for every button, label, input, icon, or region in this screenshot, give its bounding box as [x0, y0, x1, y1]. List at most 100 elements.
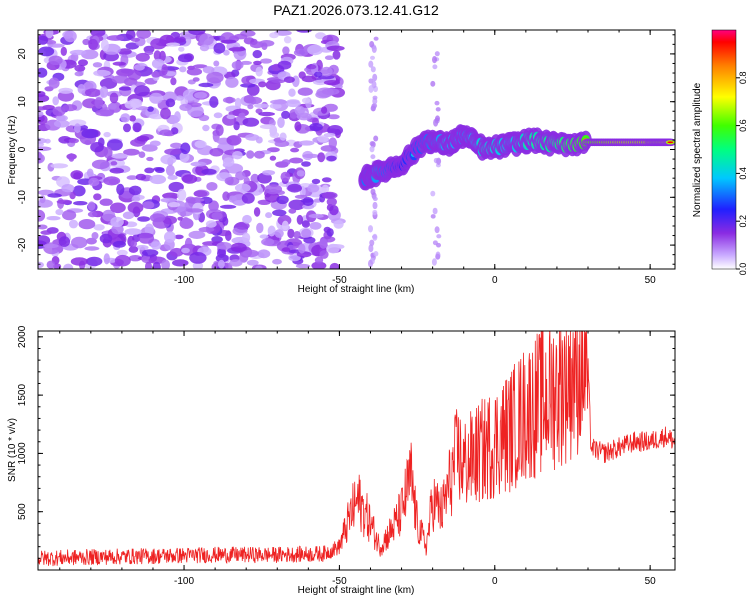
spectrogram-cell	[61, 184, 75, 193]
spectrogram-cell	[177, 216, 184, 221]
spectrogram-cell	[258, 81, 267, 88]
spectrogram-cell	[58, 87, 73, 94]
spectrogram-cell	[114, 254, 131, 267]
y-tick-label: -10	[17, 190, 28, 205]
spectrogram-cell	[159, 129, 173, 136]
spectrogram-cell	[433, 118, 439, 127]
spectrogram-cell	[436, 234, 442, 239]
spectrogram-cell	[164, 71, 177, 77]
spectrogram-cell	[48, 43, 65, 48]
spectrogram-cell	[149, 213, 166, 223]
spectrogram-cell	[160, 197, 177, 203]
spectrogram-cell	[223, 49, 230, 56]
spectrogram-cell	[164, 148, 182, 155]
spectrogram-cell	[202, 124, 210, 132]
spectrogram-cell	[63, 263, 74, 269]
spectrogram-cell	[296, 214, 304, 225]
spectrogram-cell	[55, 114, 68, 122]
spectrogram-cell	[91, 159, 110, 170]
spectrogram-cell	[211, 212, 223, 220]
spectrogram-cell	[85, 237, 97, 245]
spectrogram-cell	[323, 226, 331, 233]
spectrogram-cell	[311, 178, 321, 185]
spectrogram-cell	[47, 193, 62, 198]
spectrogram-cell	[277, 117, 285, 128]
spectrogram-cell	[126, 175, 138, 180]
spectrogram-cell	[110, 153, 129, 159]
spectrogram-cell	[107, 103, 117, 110]
spectrogram-cell	[180, 142, 191, 155]
spectrogram-cell	[106, 35, 125, 41]
spectrogram-cell	[178, 46, 185, 52]
spectrogram-cell	[160, 107, 171, 120]
spectrogram-cell	[432, 55, 437, 64]
spectrogram-cell	[288, 199, 306, 211]
spectrogram-cell	[71, 236, 88, 249]
spectrogram-cell	[436, 242, 441, 248]
spectrogram-cell	[85, 88, 101, 97]
spectrogram-cell	[52, 96, 59, 106]
spectrogram-cell	[298, 243, 306, 254]
spectrogram-cell	[302, 153, 320, 159]
spectrogram-cell	[68, 153, 75, 162]
spectrogram-cell	[283, 36, 292, 44]
spectrogram-cell	[134, 85, 150, 97]
spectrogram-cell	[188, 230, 206, 239]
spectrogram-cell	[222, 191, 230, 201]
spectrogram-cell	[103, 131, 111, 138]
bottom-x-ticks: -100 -50 0 50	[59, 331, 657, 587]
spectrogram-cell	[127, 70, 142, 81]
spectrogram-cell	[287, 183, 302, 193]
spectrogram-cell	[38, 110, 44, 118]
spectrogram-cell	[177, 188, 187, 201]
spectrogram-cell	[201, 168, 217, 175]
spectrogram-cell	[326, 155, 337, 162]
spectrogram-cell	[69, 219, 78, 229]
spectrogram-cell	[321, 88, 340, 95]
x-tick-label: -50	[332, 576, 347, 587]
spectrogram-cell	[432, 207, 438, 215]
spectrogram-cell	[136, 30, 151, 39]
colorbar-gradient	[712, 30, 736, 269]
spectrogram-cell	[177, 54, 193, 63]
chart-title: PAZ1.2026.073.12.41.G12	[273, 2, 439, 18]
spectrogram-cell	[181, 174, 198, 184]
spectrogram-cell	[38, 146, 52, 152]
spectrogram-cell	[277, 60, 292, 70]
spectrogram-cell	[55, 209, 64, 216]
spectrogram-cell	[258, 111, 275, 117]
spectrogram-cell	[317, 152, 326, 163]
spectrogram-cell	[74, 71, 84, 77]
spectrogram-cell	[169, 247, 184, 257]
spectrogram-cell	[372, 209, 378, 216]
spectrogram-cell	[101, 209, 116, 222]
spectrogram-cell	[436, 157, 442, 165]
spectrogram-cell	[233, 33, 248, 40]
spectrogram-cell	[303, 236, 316, 244]
spectrogram-cell	[138, 232, 155, 244]
spectrogram-cell	[130, 240, 137, 248]
spectrogram-cell	[109, 167, 125, 174]
spectrogram-cell	[226, 114, 236, 120]
spectrogram-cell	[372, 73, 378, 82]
spectrogram-cell	[435, 107, 441, 112]
spectrogram-cell	[242, 117, 260, 127]
spectrogram-cell	[247, 96, 263, 105]
spectrogram-cell	[370, 154, 376, 160]
spectrogram-cell	[53, 119, 70, 128]
spectrogram-cell	[39, 195, 46, 204]
spectrogram-cell	[144, 223, 154, 236]
x-tick-label: 50	[645, 576, 657, 587]
colorbar-tick-label: 0.4	[738, 167, 748, 180]
spectrogram-cell	[99, 198, 113, 206]
spectrogram-cell	[43, 243, 59, 249]
spectrogram-cell	[122, 211, 135, 220]
spectrogram-cell	[175, 95, 185, 101]
spectrogram-cell	[149, 140, 161, 147]
spectrogram-cell	[38, 137, 47, 144]
spectrogram-cell	[38, 106, 48, 111]
spectrogram-cell	[125, 42, 139, 50]
spectrogram-cell	[211, 236, 223, 243]
spectrogram-cell	[264, 192, 280, 203]
spectrogram-cell	[301, 228, 312, 238]
